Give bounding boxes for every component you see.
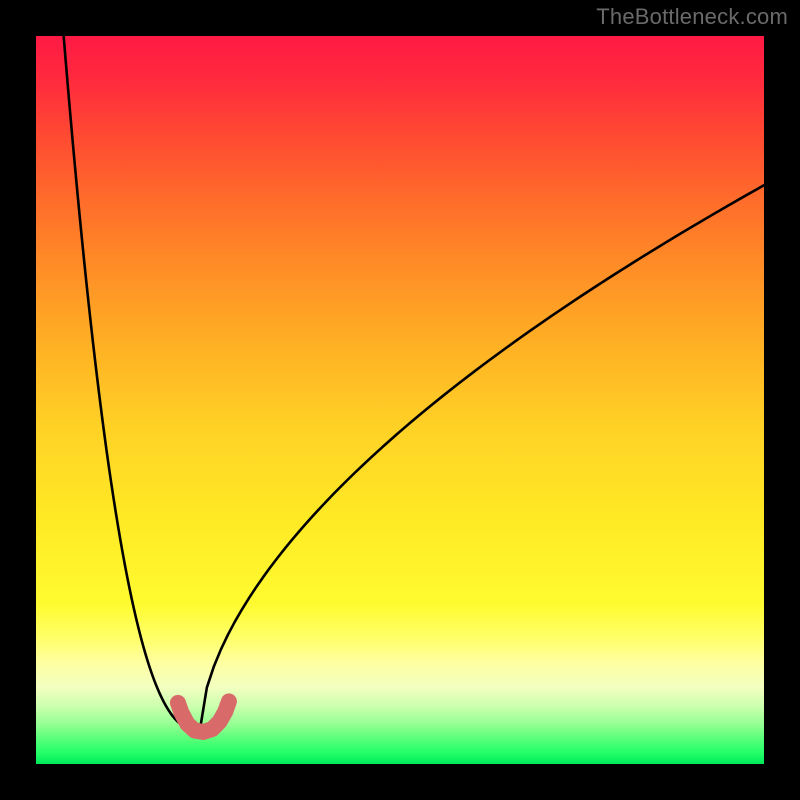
figure-root: TheBottleneck.com xyxy=(0,0,800,800)
watermark-text: TheBottleneck.com xyxy=(596,4,788,30)
plot-svg xyxy=(0,0,800,800)
